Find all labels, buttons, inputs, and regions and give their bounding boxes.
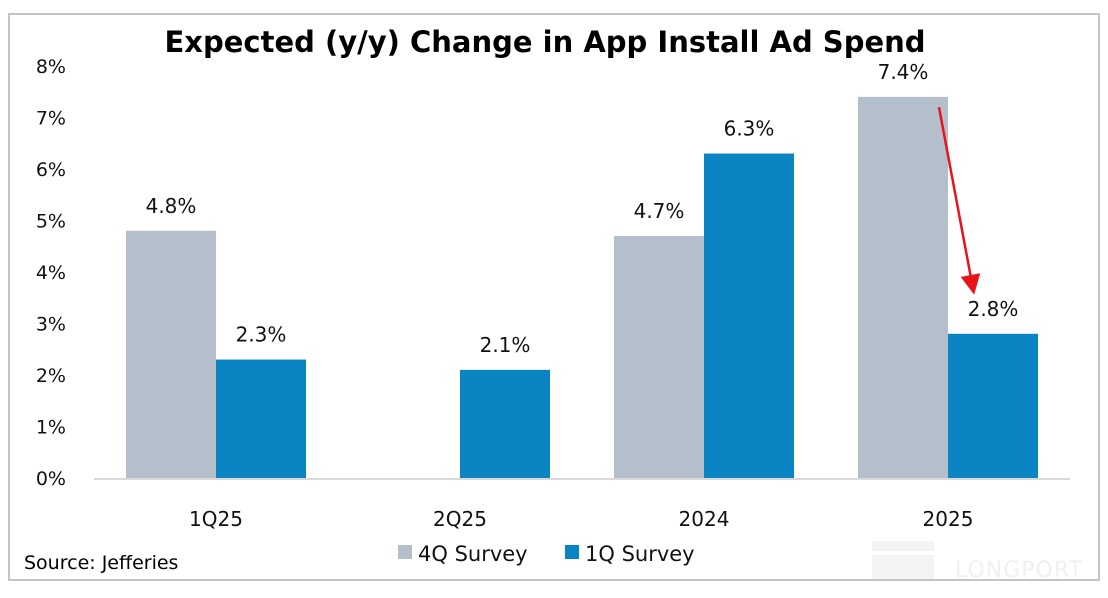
- y-tick-label: 3%: [36, 314, 66, 336]
- bar-1q-survey-1q25: [216, 359, 306, 478]
- legend-label: 4Q Survey: [418, 542, 528, 566]
- y-tick-label: 2%: [36, 365, 66, 387]
- source-note: Source: Jefferies: [24, 552, 178, 574]
- annotations: [937, 106, 981, 295]
- data-label: 2.3%: [236, 323, 287, 347]
- red-arrow-annotation: [937, 106, 981, 295]
- y-tick-label: 6%: [36, 159, 66, 181]
- data-label: 7.4%: [878, 60, 929, 84]
- bar-1q-survey-2q25: [460, 369, 550, 478]
- data-label: 4.8%: [146, 194, 197, 218]
- y-tick-label: 1%: [36, 417, 66, 439]
- data-label: 6.3%: [724, 117, 775, 141]
- legend-swatch: [398, 545, 412, 559]
- bar-1q-survey-2024: [704, 153, 794, 479]
- legend-swatch: [565, 545, 579, 559]
- x-tick-label: 2024: [679, 507, 730, 531]
- bar-1q-survey-2025: [948, 333, 1038, 478]
- watermark-logo: [872, 555, 934, 579]
- watermark-text: LONGPORT: [955, 558, 1083, 583]
- x-tick-label: 2Q25: [433, 507, 487, 531]
- bars: [126, 96, 1038, 479]
- x-tick-label: 2025: [923, 507, 974, 531]
- legend-label: 1Q Survey: [585, 542, 695, 566]
- y-tick-label: 5%: [36, 211, 66, 233]
- y-tick-label: 4%: [36, 262, 66, 284]
- data-label: 2.8%: [968, 297, 1019, 321]
- legend: 4Q Survey 1Q Survey: [398, 542, 695, 566]
- data-label: 4.7%: [634, 199, 685, 223]
- x-tick-label: 1Q25: [189, 507, 243, 531]
- y-axis: 0% 1% 2% 3% 4% 5% 6% 7% 8%: [36, 56, 66, 490]
- bar-4q-survey-2025: [858, 96, 948, 479]
- y-tick-label: 8%: [36, 56, 66, 78]
- data-label: 2.1%: [480, 333, 531, 357]
- y-tick-label: 0%: [36, 468, 66, 490]
- data-labels: 4.8% 2.3% 2.1% 4.7% 6.3% 7.4% 2.8%: [146, 60, 1019, 357]
- y-tick-label: 7%: [36, 108, 66, 130]
- watermark: LONGPORT: [872, 541, 1083, 583]
- x-axis: 1Q25 2Q25 2024 2025: [189, 507, 973, 531]
- watermark-logo: [872, 541, 934, 551]
- bar-4q-survey-1q25: [126, 230, 216, 478]
- bar-4q-survey-2024: [614, 235, 704, 478]
- chart-title: Expected (y/y) Change in App Install Ad …: [164, 25, 925, 59]
